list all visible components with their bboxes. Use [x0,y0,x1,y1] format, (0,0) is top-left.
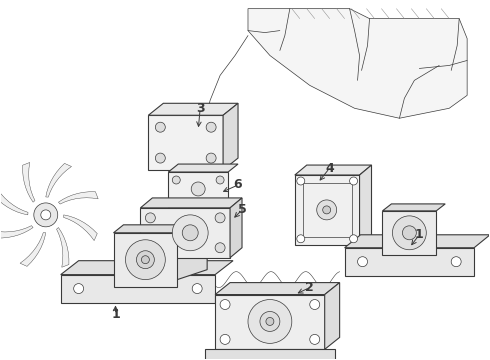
Circle shape [182,225,198,241]
Polygon shape [344,235,490,248]
Circle shape [192,284,202,293]
Circle shape [172,215,208,251]
Text: 3: 3 [196,102,204,115]
Polygon shape [383,211,436,255]
Polygon shape [61,275,215,302]
Polygon shape [205,349,335,360]
Circle shape [260,311,280,332]
Polygon shape [295,165,371,175]
Polygon shape [64,215,97,240]
Circle shape [310,334,319,345]
Circle shape [206,122,216,132]
Polygon shape [215,294,325,349]
Polygon shape [168,164,238,172]
Circle shape [216,176,224,184]
Polygon shape [383,204,445,211]
Polygon shape [223,103,238,170]
Polygon shape [114,233,177,287]
Circle shape [349,177,358,185]
Circle shape [402,226,416,240]
Circle shape [136,251,154,269]
Circle shape [146,243,155,253]
Polygon shape [148,103,238,115]
Circle shape [206,153,216,163]
Text: 1: 1 [415,228,424,241]
Circle shape [220,300,230,310]
Polygon shape [215,283,340,294]
Polygon shape [168,172,228,207]
Circle shape [155,153,165,163]
Circle shape [297,235,305,243]
Circle shape [74,284,84,293]
Polygon shape [148,115,223,170]
Polygon shape [58,192,98,204]
Polygon shape [0,189,28,215]
Circle shape [349,235,358,243]
Polygon shape [20,233,46,266]
Polygon shape [325,283,340,349]
Text: 4: 4 [325,162,334,175]
Circle shape [142,256,149,264]
Polygon shape [230,198,242,258]
Circle shape [172,176,180,184]
Polygon shape [344,248,474,276]
Text: 1: 1 [111,308,120,321]
Circle shape [155,122,165,132]
Circle shape [146,213,155,223]
Text: 5: 5 [238,203,246,216]
Circle shape [191,182,205,196]
Circle shape [451,257,461,267]
Polygon shape [0,226,33,238]
Circle shape [310,300,319,310]
Text: 6: 6 [234,179,243,192]
Circle shape [323,206,331,214]
Polygon shape [114,225,187,233]
Polygon shape [295,175,360,245]
Circle shape [215,243,225,253]
Circle shape [220,334,230,345]
Polygon shape [141,208,230,258]
Polygon shape [248,9,467,118]
Circle shape [266,318,274,325]
Circle shape [125,240,165,280]
Polygon shape [23,162,35,202]
Circle shape [34,203,58,227]
Circle shape [41,210,51,220]
Polygon shape [56,228,69,267]
Polygon shape [360,165,371,245]
Circle shape [297,177,305,185]
Circle shape [358,257,368,267]
Circle shape [215,213,225,223]
Circle shape [248,300,292,343]
Polygon shape [46,163,72,197]
Polygon shape [141,198,242,208]
Text: 2: 2 [305,281,314,294]
Circle shape [317,200,337,220]
Polygon shape [177,240,207,280]
Circle shape [392,216,426,250]
Polygon shape [61,261,233,275]
